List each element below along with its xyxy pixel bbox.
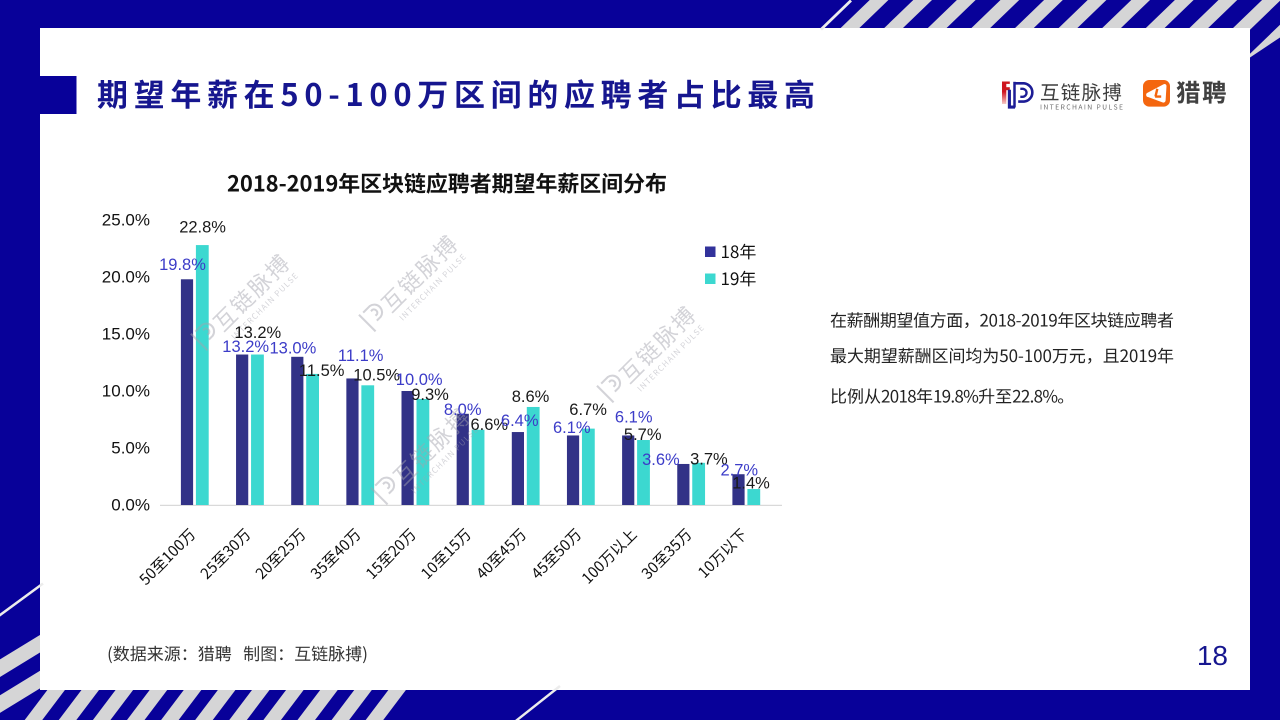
svg-text:22.8%: 22.8% [179,219,226,237]
svg-text:9.3%: 9.3% [411,386,449,404]
svg-text:1.4%: 1.4% [732,475,770,493]
svg-text:10.0%: 10.0% [102,382,150,401]
svg-text:10.5%: 10.5% [353,367,400,385]
svg-text:13.2%: 13.2% [222,338,269,356]
svg-text:6.6%: 6.6% [470,416,508,434]
svg-text:25.0%: 25.0% [102,211,150,230]
svg-text:18: 18 [1197,640,1228,671]
svg-text:19.8%: 19.8% [159,256,206,274]
svg-text:6.1%: 6.1% [553,419,591,437]
svg-text:6.1%: 6.1% [615,409,653,427]
svg-text:13.2%: 13.2% [234,324,281,342]
svg-text:5.7%: 5.7% [624,426,662,444]
svg-text:11.1%: 11.1% [338,347,384,365]
svg-text:8.0%: 8.0% [444,401,482,419]
svg-text:10.0%: 10.0% [396,371,443,389]
svg-text:0.0%: 0.0% [111,496,150,515]
svg-text:11.5%: 11.5% [299,362,345,380]
svg-text:15.0%: 15.0% [102,325,150,344]
svg-text:20.0%: 20.0% [102,268,150,287]
svg-text:3.6%: 3.6% [642,451,680,469]
svg-text:8.6%: 8.6% [512,388,550,406]
svg-text:3.7%: 3.7% [690,451,728,469]
svg-text:6.4%: 6.4% [501,412,539,430]
svg-text:5.0%: 5.0% [111,439,150,458]
svg-text:13.0%: 13.0% [270,340,317,358]
svg-text:2.7%: 2.7% [720,462,758,480]
svg-text:6.7%: 6.7% [569,401,607,419]
